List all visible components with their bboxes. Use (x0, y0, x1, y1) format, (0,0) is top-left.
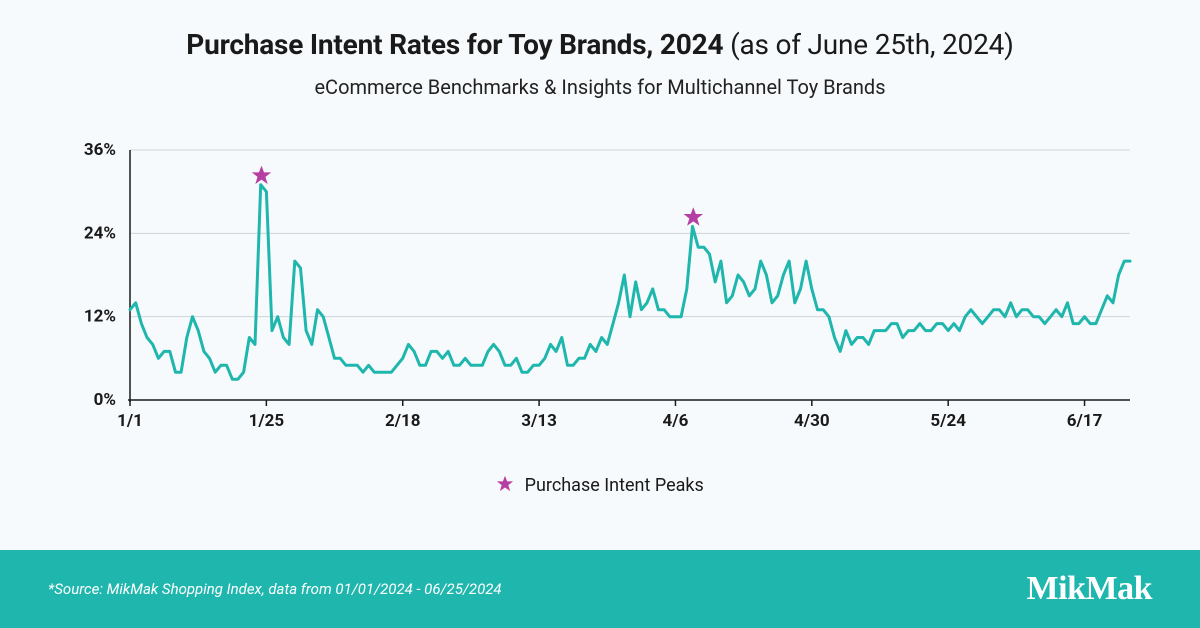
svg-text:2/18: 2/18 (385, 411, 421, 431)
svg-text:0%: 0% (94, 390, 116, 410)
svg-text:4/6: 4/6 (663, 411, 689, 431)
title-bold: Purchase Intent Rates for Toy Brands, 20… (186, 28, 723, 61)
gridlines (130, 150, 1130, 317)
svg-text:4/30: 4/30 (794, 411, 830, 431)
x-axis: 1/1 1/25 2/18 3/13 4/6 4/30 5/24 6/17 (117, 400, 1102, 431)
footer-bar: *Source: MikMak Shopping Index, data fro… (0, 550, 1200, 628)
svg-text:1/25: 1/25 (249, 411, 285, 431)
chart-area: 0% 12% 24% 36% 1/1 1/25 2/18 3/13 4/6 4/30 5/24 6/… (60, 140, 1160, 450)
chart-title: Purchase Intent Rates for Toy Brands, 20… (0, 28, 1200, 61)
svg-text:5/24: 5/24 (930, 411, 966, 431)
page-root: Purchase Intent Rates for Toy Brands, 20… (0, 0, 1200, 628)
peak-markers (252, 166, 703, 226)
svg-text:12%: 12% (84, 307, 116, 327)
source-text: *Source: MikMak Shopping Index, data fro… (48, 580, 502, 598)
svg-text:24%: 24% (84, 223, 116, 243)
star-icon (496, 475, 514, 498)
legend-label: Purchase Intent Peaks (525, 475, 704, 496)
y-axis: 0% 12% 24% 36% (84, 140, 116, 410)
legend: Purchase Intent Peaks (0, 475, 1200, 498)
series-line (130, 185, 1130, 380)
brand-logo: MikMak (1027, 570, 1152, 608)
svg-text:1/1: 1/1 (117, 411, 143, 431)
title-light: (as of June 25th, 2024) (723, 28, 1013, 61)
svg-text:36%: 36% (84, 140, 116, 160)
chart-svg: 0% 12% 24% 36% 1/1 1/25 2/18 3/13 4/6 4/30 5/24 6/… (60, 140, 1160, 450)
svg-text:6/17: 6/17 (1067, 411, 1103, 431)
title-block: Purchase Intent Rates for Toy Brands, 20… (0, 0, 1200, 99)
svg-text:3/13: 3/13 (521, 411, 557, 431)
chart-subtitle: eCommerce Benchmarks & Insights for Mult… (0, 75, 1200, 99)
